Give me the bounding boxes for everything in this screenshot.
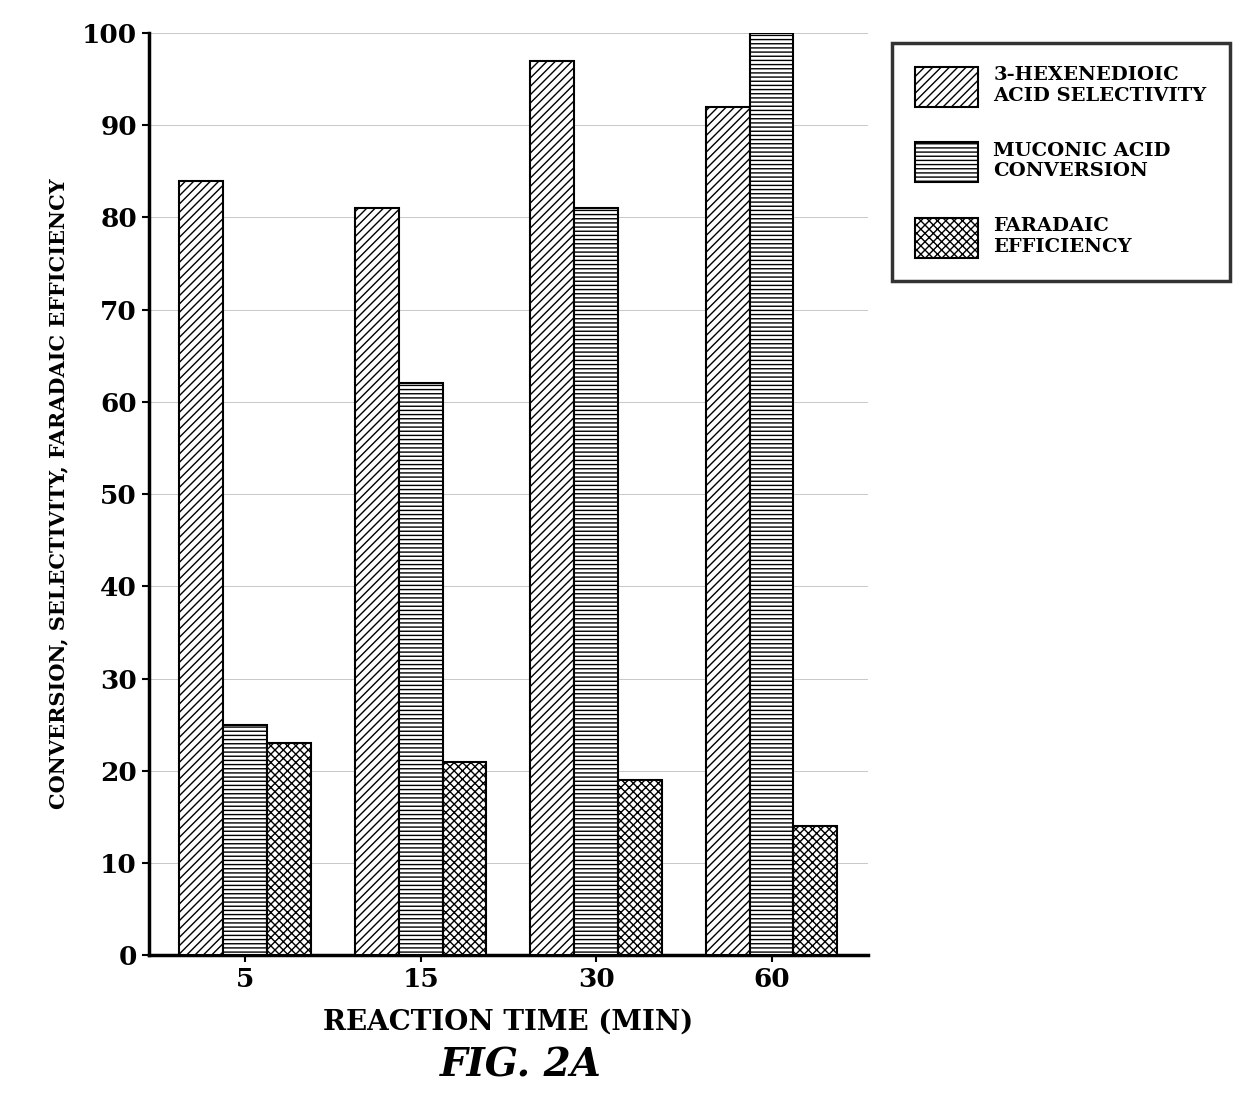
Bar [794,826,837,955]
Bar [531,60,574,955]
Bar [180,180,223,955]
Text: FIG. 2A: FIG. 2A [440,1046,601,1084]
Bar [267,743,311,955]
Bar [399,383,443,955]
Bar [618,780,662,955]
Legend: 3-HEXENEDIOIC
ACID SELECTIVITY, MUCONIC ACID
CONVERSION, FARADAIC
EFFICIENCY: 3-HEXENEDIOIC ACID SELECTIVITY, MUCONIC … [892,43,1230,281]
X-axis label: REACTION TIME (MIN): REACTION TIME (MIN) [324,1009,693,1035]
Bar [750,33,794,955]
Bar [355,209,399,955]
Bar [223,725,267,955]
Bar [443,762,486,955]
Bar [574,209,618,955]
Y-axis label: CONVERSION, SELECTIVITY, FARADAIC EFFICIENCY: CONVERSION, SELECTIVITY, FARADAIC EFFICI… [48,179,68,809]
Bar [706,107,750,955]
